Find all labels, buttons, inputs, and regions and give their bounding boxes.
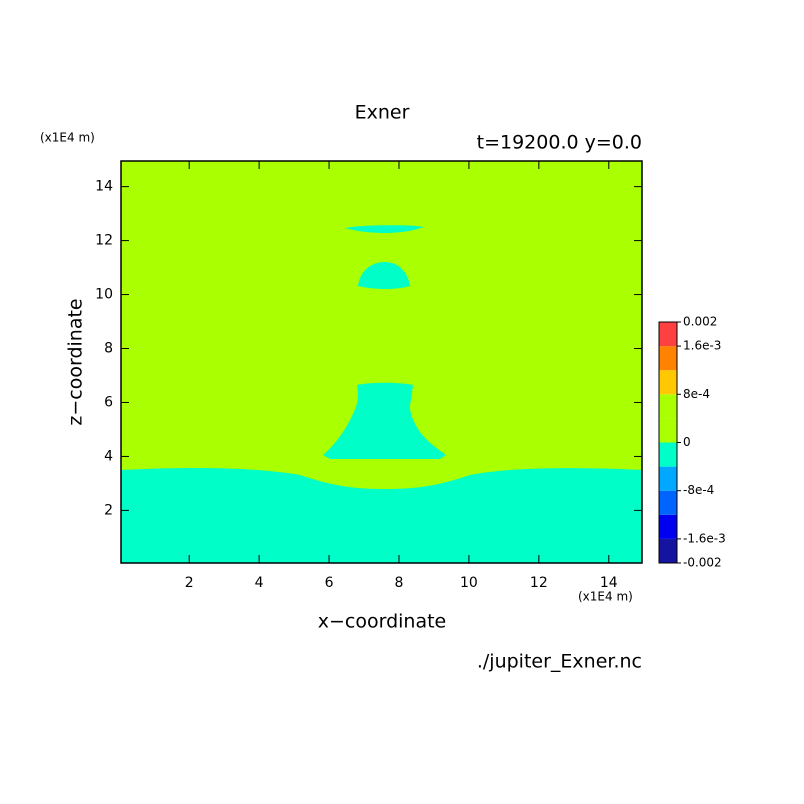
- colorbar-band: [659, 442, 677, 467]
- colorbar-tick-label: 0.002: [683, 315, 717, 329]
- contour-field: [121, 161, 642, 563]
- colorbar-band: [659, 370, 677, 395]
- colorbar-band: [659, 538, 677, 563]
- x-tick-label: 4: [255, 575, 264, 591]
- colorbar-tick-label: -1.6e-3: [683, 531, 726, 545]
- x-axis-label: x−coordinate: [318, 611, 447, 633]
- chart-subtitle: t=19200.0 y=0.0: [477, 132, 642, 154]
- x-tick-label: 6: [325, 575, 334, 591]
- x-tick-label: 10: [460, 575, 478, 591]
- colorbar-tick-label: -0.002: [683, 556, 722, 570]
- plot-frame: [120, 160, 643, 564]
- contour-region: [345, 225, 424, 233]
- colorbar-band: [659, 346, 677, 371]
- contour-region: [323, 382, 446, 459]
- x-tick-label: 8: [395, 575, 404, 591]
- contour-region: [358, 262, 410, 289]
- colorbar-tick-label: 1.6e-3: [683, 339, 721, 353]
- colorbar-band: [659, 490, 677, 515]
- chart-title: Exner: [355, 102, 410, 124]
- y-tick-label: 14: [95, 179, 113, 195]
- colorbar-tick-label: 0: [683, 435, 691, 449]
- y-tick-label: 2: [104, 502, 113, 518]
- y-unit: (x1E4 m): [40, 131, 95, 145]
- source-file: ./jupiter_Exner.nc: [477, 651, 642, 673]
- x-tick-label: 14: [600, 575, 618, 591]
- colorbar-band: [659, 322, 677, 347]
- y-tick-label: 8: [104, 341, 113, 357]
- colorbar-band: [659, 514, 677, 539]
- colorbar-band: [659, 466, 677, 491]
- x-unit: (x1E4 m): [578, 590, 633, 604]
- colorbar-band: [659, 418, 677, 443]
- y-tick-label: 4: [104, 448, 113, 464]
- y-tick-label: 10: [95, 287, 113, 303]
- y-tick-label: 6: [104, 394, 113, 410]
- colorbar-tick-label: -8e-4: [683, 483, 714, 497]
- colorbar-tick-label: 8e-4: [683, 387, 710, 401]
- contour-region: [121, 467, 642, 563]
- x-tick-label: 12: [530, 575, 548, 591]
- colorbar-band: [659, 394, 677, 419]
- y-tick-label: 12: [95, 233, 113, 249]
- x-tick-label: 2: [185, 575, 194, 591]
- y-axis-label: z−coordinate: [65, 298, 87, 425]
